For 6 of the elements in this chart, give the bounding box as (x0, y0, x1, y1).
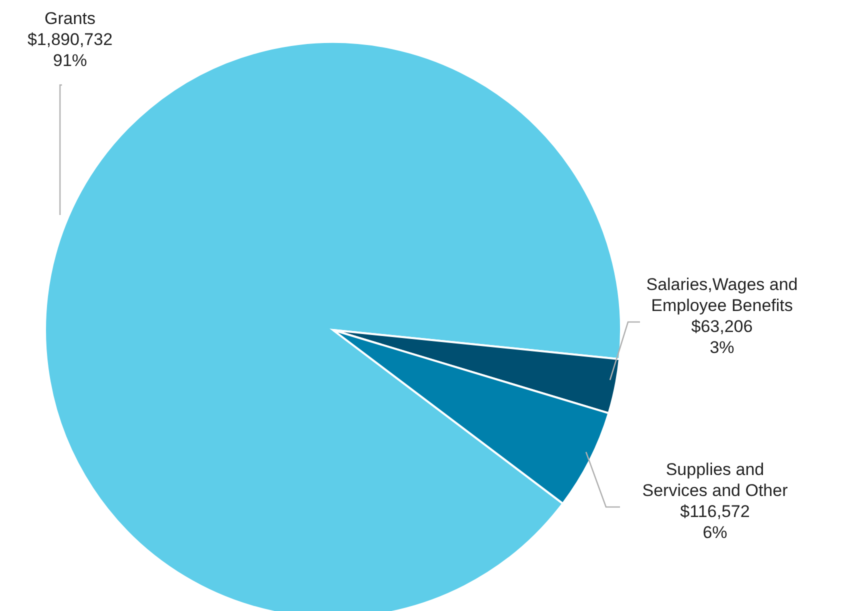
slice-label: Supplies and Services and Other (642, 460, 788, 500)
data-label: $63,206 3% (691, 317, 753, 357)
data-label: $116,572 6% (680, 502, 750, 542)
slice-label: Salaries,Wages and Employee Benefits (646, 275, 798, 315)
slice-label: Grants (44, 9, 96, 28)
data-label: $1,890,732 91% (27, 30, 113, 70)
